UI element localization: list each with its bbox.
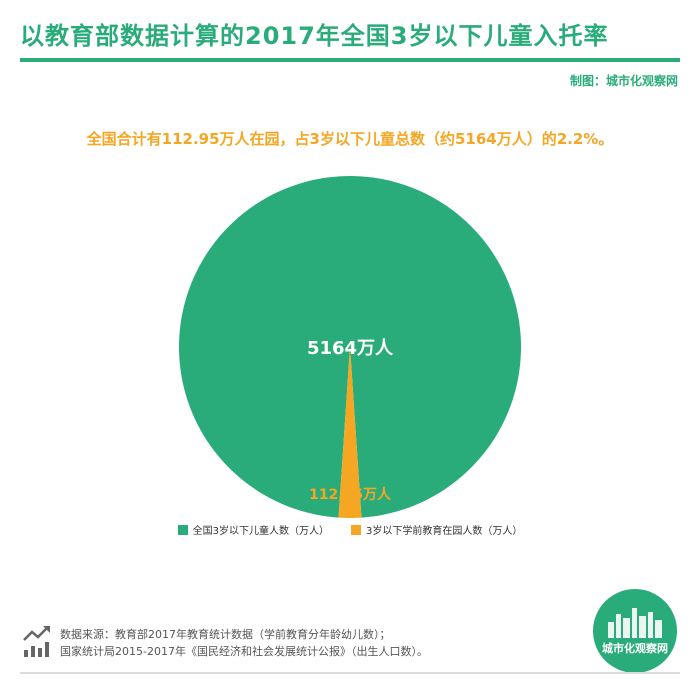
legend-item-children-total: 全国3岁以下儿童人数（万人） — [177, 522, 329, 537]
bottom-divider — [20, 672, 680, 674]
title-divider — [20, 58, 680, 62]
legend-label: 全国3岁以下儿童人数（万人） — [192, 526, 329, 537]
chart-subtitle: 全国合计有112.95万人在园，占3岁以下儿童总数（约5164万人）的2.2%。 — [86, 130, 614, 148]
chart-legend: 全国3岁以下儿童人数（万人） 3岁以下学前教育在园人数（万人） — [0, 522, 700, 537]
legend-swatch — [177, 524, 188, 535]
page-title: 以教育部数据计算的2017年全国3岁以下儿童入托率 — [20, 22, 609, 50]
chart-source-icon — [23, 626, 50, 657]
data-source: 数据来源：教育部2017年教育统计数据（学前教育分年龄幼儿数）； 国家统计局20… — [60, 626, 428, 660]
logo-text: 城市化观察网 — [602, 641, 668, 655]
site-logo: 城市化观察网 — [593, 589, 677, 673]
pie-slice-enrolled-marker — [347, 509, 353, 515]
slice-label-enrolled: 112.95万人 — [309, 486, 392, 503]
source-line-1: 数据来源：教育部2017年教育统计数据（学前教育分年龄幼儿数）； — [60, 628, 391, 641]
slice-label-children-total: 5164万人 — [307, 338, 394, 359]
legend-swatch — [351, 524, 361, 535]
legend-label: 3岁以下学前教育在园人数（万人） — [366, 526, 523, 537]
chart-credit: 制图：城市化观察网 — [569, 74, 678, 88]
pie-slice-enrolled — [338, 347, 362, 518]
legend-item-enrolled: 3岁以下学前教育在园人数（万人） — [351, 522, 522, 537]
pie-slice-children-total — [178, 175, 521, 518]
source-line-2: 国家统计局2015-2017年《国民经济和社会发展统计公报》（出生人口数）。 — [60, 645, 428, 658]
